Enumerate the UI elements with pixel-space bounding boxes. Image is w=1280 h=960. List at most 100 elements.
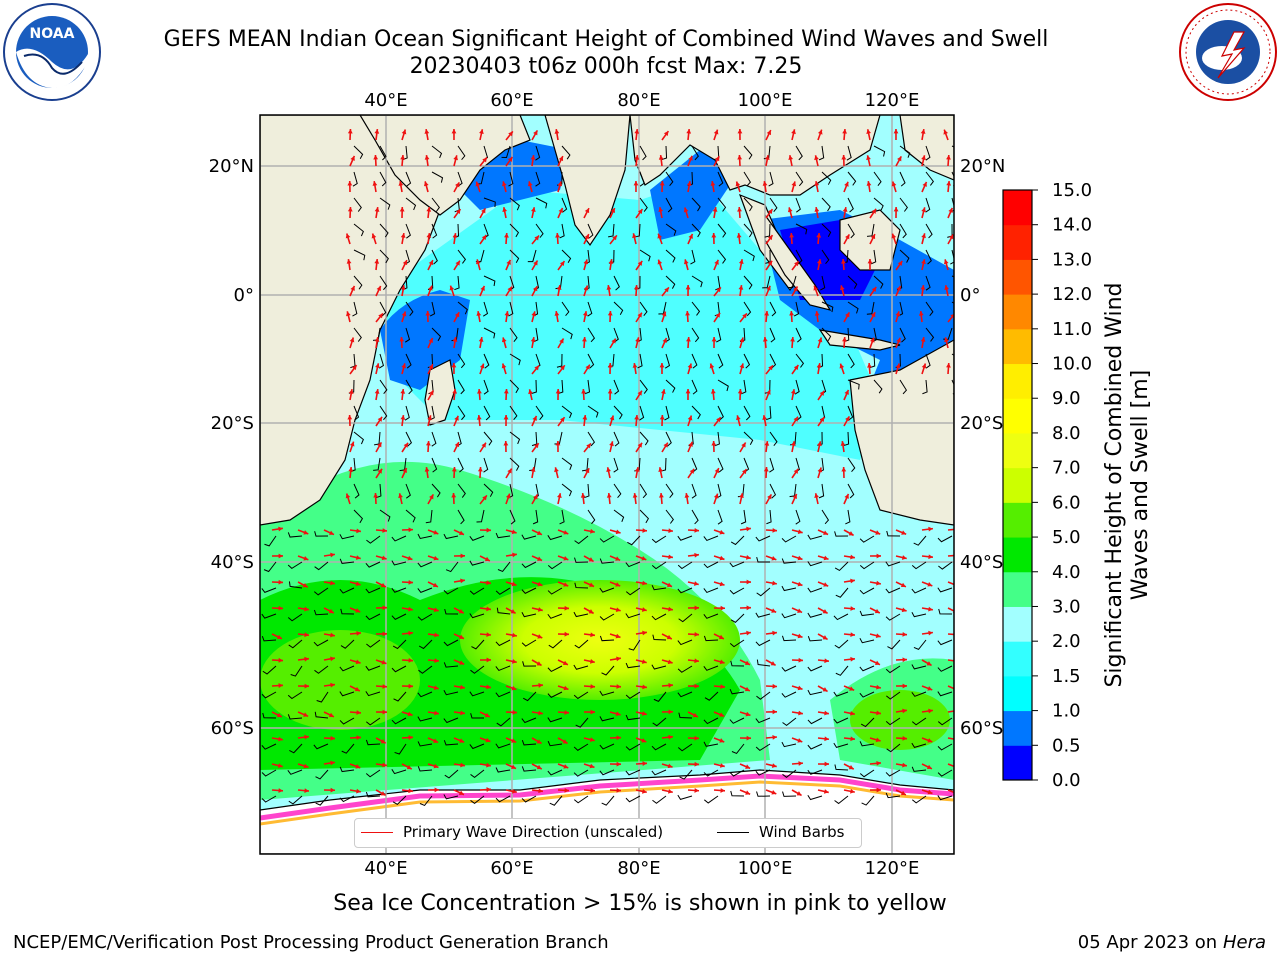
wind-barb	[339, 717, 355, 725]
wave-arrow-head	[658, 207, 664, 212]
wave-arrow-head	[927, 738, 933, 743]
wave-arrow-head	[503, 415, 509, 420]
colorbar-segment	[1003, 224, 1032, 260]
wave-arrow-head	[844, 181, 849, 187]
wave-arrow-head	[408, 606, 413, 612]
wave-arrow-head	[402, 467, 407, 473]
wind-barb	[639, 379, 648, 394]
wind-barb	[547, 717, 563, 723]
wind-barb	[847, 223, 855, 239]
wind-barb	[911, 612, 927, 618]
wind-barb	[717, 353, 724, 369]
wind-barb	[391, 613, 407, 620]
wind-barb	[431, 171, 444, 183]
wind-barb	[587, 327, 596, 343]
wind-barb	[288, 581, 303, 589]
wave-arrow-head	[503, 389, 509, 394]
wind-barb	[678, 712, 693, 719]
wind-barb	[556, 353, 563, 368]
wind-barb	[483, 457, 489, 473]
wave-arrow-head	[798, 657, 803, 663]
wave-arrow-head	[400, 389, 406, 394]
wave-arrow-head	[719, 738, 725, 743]
wind-barb	[807, 717, 823, 725]
wave-arrow-head	[554, 129, 560, 134]
wave-arrow-head	[764, 155, 770, 160]
wave-arrow-head	[824, 761, 829, 767]
wind-barb	[795, 249, 803, 265]
footer-date-text: 05 Apr 2023 on	[1077, 932, 1218, 953]
wave-arrow-head	[736, 233, 742, 238]
colorbar-segment	[1003, 190, 1032, 226]
wind-barb	[608, 223, 615, 238]
wave-arrow-head	[400, 415, 406, 420]
wave-arrow-head	[850, 578, 855, 584]
wave-arrow-head	[607, 363, 613, 368]
wind-barb	[925, 301, 934, 317]
wave-arrow-head	[688, 441, 693, 447]
wind-barb	[470, 713, 485, 719]
wind-barb	[379, 171, 387, 187]
lat-tick-right-60s: 60°S	[960, 718, 1003, 739]
wave-arrow-head	[719, 555, 725, 561]
wave-arrow-head	[790, 389, 796, 394]
wind-barb	[509, 405, 518, 421]
wind-barb	[547, 665, 563, 673]
wind-barb	[501, 145, 511, 158]
wind-barb	[911, 795, 927, 804]
wind-barb	[495, 587, 511, 595]
wind-barb	[561, 327, 573, 340]
map-area[interactable]	[260, 115, 963, 854]
wave-arrow-head	[738, 259, 744, 264]
wave-arrow-head	[737, 155, 743, 160]
wave-arrow-head	[424, 155, 430, 160]
wave-arrow-head	[816, 259, 822, 264]
wave-arrow-head	[746, 579, 751, 585]
wind-barb	[846, 145, 852, 161]
wave-arrow-head	[954, 553, 959, 558]
wind-barb	[599, 587, 615, 593]
wind-barb	[768, 171, 774, 187]
wind-barb	[764, 223, 771, 238]
wave-arrow-head	[399, 207, 405, 212]
wind-barb	[729, 639, 745, 648]
wave-arrow-head	[766, 130, 772, 136]
wave-arrow-head	[581, 389, 586, 394]
wind-barb	[925, 145, 931, 161]
wind-barb	[547, 535, 563, 541]
wave-arrow-head	[920, 285, 926, 290]
wave-arrow-head	[475, 181, 481, 187]
wave-arrow-head	[841, 155, 847, 160]
wind-barb	[794, 379, 800, 395]
wind-barb	[756, 691, 771, 700]
wave-arrow-head	[667, 763, 673, 769]
wave-arrow-head	[876, 580, 881, 586]
wave-arrow-head	[772, 527, 777, 533]
wind-barb	[559, 509, 565, 525]
wind-barb	[287, 769, 303, 775]
wave-arrow-head	[876, 760, 881, 766]
wave-arrow-head	[616, 761, 621, 767]
wave-arrow-head	[641, 607, 647, 612]
wind-barb	[833, 717, 849, 724]
wave-arrow-head	[845, 312, 850, 318]
colorbar-tick-label: 12.0	[1052, 284, 1092, 305]
wind-barb	[521, 639, 537, 647]
wind-barb	[470, 769, 485, 779]
colorbar-segment	[1003, 537, 1032, 573]
wave-arrow-head	[641, 556, 647, 561]
wind-barb	[730, 660, 745, 667]
wave-arrow-head	[634, 415, 639, 420]
wave-arrow-head	[433, 530, 439, 535]
wave-arrow-head	[687, 415, 693, 421]
wave-arrow-head	[954, 737, 959, 742]
wind-barb	[795, 353, 805, 368]
wind-barb	[508, 171, 514, 187]
wind-barb	[313, 609, 329, 616]
wave-arrow-head	[874, 608, 880, 614]
wind-barb	[743, 171, 752, 187]
wave-arrow-head	[486, 606, 491, 612]
wave-arrow-head	[460, 578, 465, 584]
wind-barb	[691, 457, 698, 473]
wind-barb	[496, 607, 511, 615]
